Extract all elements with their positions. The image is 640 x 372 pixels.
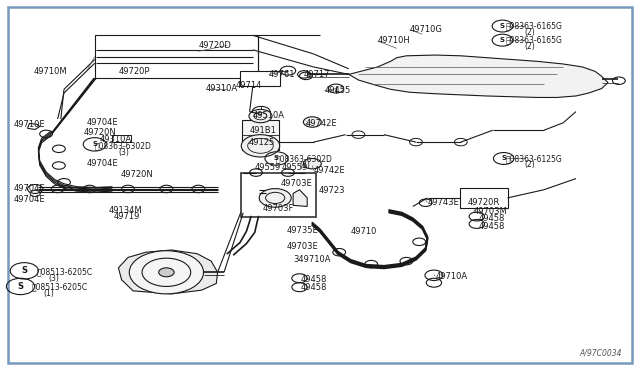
Text: 49710: 49710 xyxy=(351,227,377,236)
Bar xyxy=(95,35,258,78)
Text: 49704E: 49704E xyxy=(86,159,118,168)
Text: 49458: 49458 xyxy=(301,275,327,283)
Text: Ⓢ08513-6205C: Ⓢ08513-6205C xyxy=(32,283,88,292)
Text: Ⓢ08363-6165G: Ⓢ08363-6165G xyxy=(506,22,563,31)
Circle shape xyxy=(259,189,291,207)
Text: (2): (2) xyxy=(525,160,536,169)
Circle shape xyxy=(249,109,272,123)
Polygon shape xyxy=(349,55,608,97)
Bar xyxy=(112,135,131,142)
Text: Ⓢ08363-6165G: Ⓢ08363-6165G xyxy=(506,36,563,45)
Text: 49710G: 49710G xyxy=(410,25,442,34)
Text: S: S xyxy=(17,282,24,291)
Text: 49719: 49719 xyxy=(114,212,140,221)
Polygon shape xyxy=(293,190,307,206)
Text: (2): (2) xyxy=(525,28,536,37)
Circle shape xyxy=(303,117,321,127)
Bar xyxy=(242,120,279,150)
Text: S: S xyxy=(92,141,97,147)
Text: 49742E: 49742E xyxy=(314,166,345,175)
Bar xyxy=(460,188,508,208)
Text: (3): (3) xyxy=(49,274,60,283)
Text: 49703E: 49703E xyxy=(287,242,319,251)
Polygon shape xyxy=(118,250,218,294)
Text: Ⓢ08363-6302D: Ⓢ08363-6302D xyxy=(275,155,332,164)
Text: 49458: 49458 xyxy=(479,222,505,231)
Text: 49720R: 49720R xyxy=(467,198,499,207)
Text: Ⓢ08513-6205C: Ⓢ08513-6205C xyxy=(37,267,93,276)
Text: 49559: 49559 xyxy=(255,163,281,172)
Circle shape xyxy=(129,251,204,294)
Text: (3): (3) xyxy=(299,161,310,170)
Text: (1): (1) xyxy=(44,289,54,298)
Text: A/97C0034: A/97C0034 xyxy=(580,348,622,357)
Text: 49704E: 49704E xyxy=(86,118,118,126)
Text: 49742E: 49742E xyxy=(306,119,337,128)
Text: 49310A: 49310A xyxy=(206,84,238,93)
Text: Ⓢ08363-6302D: Ⓢ08363-6302D xyxy=(95,141,152,150)
Text: 49720N: 49720N xyxy=(83,128,116,137)
Text: 49714: 49714 xyxy=(236,81,262,90)
Text: 49710H: 49710H xyxy=(378,36,410,45)
Text: S: S xyxy=(501,155,506,161)
Text: 49720P: 49720P xyxy=(118,67,150,76)
Text: 49703F: 49703F xyxy=(262,204,294,213)
Circle shape xyxy=(241,135,280,157)
Text: Ⓢ08363-6125G: Ⓢ08363-6125G xyxy=(506,154,563,163)
Text: S: S xyxy=(500,37,505,43)
Text: S: S xyxy=(274,155,279,161)
Text: 49717: 49717 xyxy=(304,70,330,79)
Text: 49704E: 49704E xyxy=(14,195,45,204)
Text: 49510A: 49510A xyxy=(253,111,285,120)
Text: 49720D: 49720D xyxy=(198,41,231,50)
Text: 49458: 49458 xyxy=(479,214,505,223)
Text: 49704E: 49704E xyxy=(14,185,45,193)
Text: 49703M: 49703M xyxy=(474,207,508,216)
Text: 49458: 49458 xyxy=(301,283,327,292)
Text: 49743E: 49743E xyxy=(428,198,460,207)
Text: 49761: 49761 xyxy=(269,70,295,79)
Text: 49455: 49455 xyxy=(324,86,351,95)
Text: 491B1: 491B1 xyxy=(250,126,276,135)
Text: 349710A: 349710A xyxy=(293,255,331,264)
Text: 49703E: 49703E xyxy=(280,179,312,187)
Text: 49710E: 49710E xyxy=(14,121,45,129)
Circle shape xyxy=(303,158,321,169)
Text: 49723: 49723 xyxy=(319,186,345,195)
Text: (2): (2) xyxy=(525,42,536,51)
Text: S: S xyxy=(500,23,505,29)
Text: 49310A: 49310A xyxy=(99,135,131,144)
Bar xyxy=(240,71,280,86)
Text: 49125: 49125 xyxy=(248,138,275,147)
Circle shape xyxy=(159,268,174,277)
Bar xyxy=(241,173,316,217)
Text: 49134M: 49134M xyxy=(109,206,143,215)
Text: 49710M: 49710M xyxy=(33,67,67,76)
Text: 49735E: 49735E xyxy=(287,226,319,235)
Text: 49720N: 49720N xyxy=(120,170,153,179)
Text: S: S xyxy=(21,266,28,275)
Text: 49710A: 49710A xyxy=(435,272,467,280)
Text: 49559: 49559 xyxy=(282,163,308,172)
Text: (3): (3) xyxy=(118,148,129,157)
